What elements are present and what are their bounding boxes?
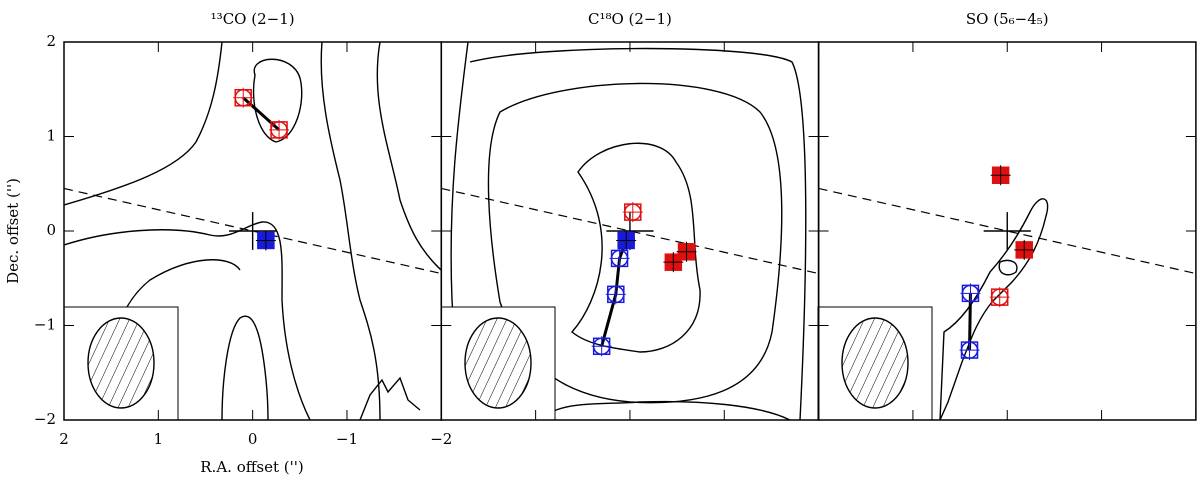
- marker: [676, 241, 697, 262]
- x-tick-label: 2: [59, 430, 69, 448]
- marker-cross: [663, 252, 684, 273]
- y-tick-label: −2: [34, 410, 56, 428]
- panel-overlay: [818, 187, 1196, 275]
- panel-title: C¹⁸O (2−1): [588, 10, 672, 28]
- marker: [960, 283, 981, 304]
- marker-cross: [960, 283, 981, 304]
- x-tick-label: −1: [336, 430, 358, 448]
- marker: [622, 202, 643, 223]
- beam-insets: [63, 306, 933, 421]
- panel-title: ¹³CO (2−1): [211, 10, 295, 28]
- marker-cross: [605, 284, 626, 305]
- x-tick-label: 0: [248, 430, 258, 448]
- marker: [989, 287, 1010, 308]
- marker-cross: [676, 241, 697, 262]
- panel-title: SO (5₆−4₅): [966, 10, 1049, 28]
- marker-cross: [989, 287, 1010, 308]
- y-tick-label: 0: [46, 221, 56, 239]
- y-tick-label: 2: [46, 32, 56, 50]
- y-axis-label: Dec. offset (''): [4, 178, 22, 284]
- marker: [959, 340, 980, 361]
- marker-cross: [622, 202, 643, 223]
- axis-line: [818, 187, 1196, 275]
- connector: [600, 239, 628, 347]
- marker-cross: [233, 87, 254, 108]
- marker-cross: [255, 230, 276, 251]
- marker-cross: [959, 340, 980, 361]
- marker: [605, 284, 626, 305]
- marker-cross: [609, 248, 630, 269]
- marker: [609, 248, 630, 269]
- marker: [616, 230, 637, 251]
- panel-overlay: [441, 187, 818, 275]
- x-tick-label: −2: [430, 430, 452, 448]
- marker: [990, 165, 1011, 186]
- marker: [255, 230, 276, 251]
- marker-cross: [591, 336, 612, 357]
- contours: [450, 42, 807, 420]
- panel-overlay: [64, 187, 441, 275]
- marker-cross: [616, 230, 637, 251]
- marker: [233, 87, 254, 108]
- marker: [1014, 239, 1035, 260]
- y-tick-label: −1: [34, 316, 56, 334]
- x-tick-label: 1: [154, 430, 164, 448]
- marker-cross: [269, 119, 290, 140]
- marker: [269, 119, 290, 140]
- marker: [663, 252, 684, 273]
- x-axis-label: R.A. offset (''): [200, 458, 303, 476]
- y-tick-label: 1: [46, 127, 56, 145]
- contours: [939, 198, 1049, 420]
- marker-cross: [990, 165, 1011, 186]
- marker: [591, 336, 612, 357]
- axis-line: [64, 187, 441, 275]
- axis-line: [441, 187, 818, 275]
- marker-cross: [1014, 239, 1035, 260]
